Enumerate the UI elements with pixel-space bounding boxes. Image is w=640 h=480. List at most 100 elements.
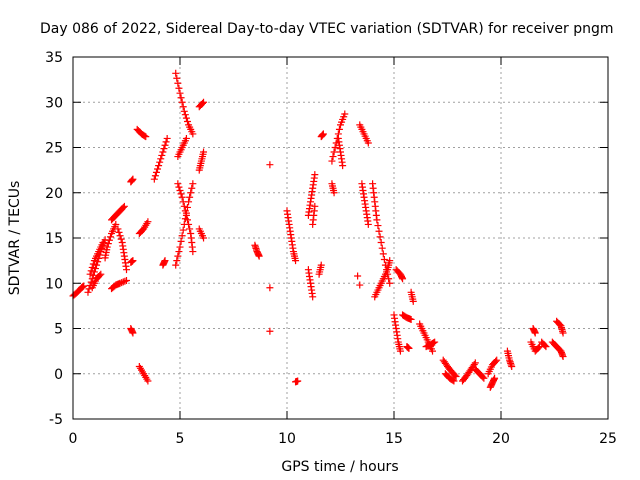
data-point bbox=[144, 377, 152, 385]
data-point bbox=[311, 202, 319, 210]
data-point bbox=[141, 132, 149, 140]
data-point bbox=[86, 270, 94, 278]
data-point bbox=[266, 284, 274, 292]
y-tick-label: 0 bbox=[54, 367, 63, 383]
data-point bbox=[364, 139, 372, 147]
data-point bbox=[154, 165, 162, 173]
data-point bbox=[121, 277, 129, 285]
data-point bbox=[559, 353, 567, 361]
data-point bbox=[452, 372, 460, 380]
data-point bbox=[120, 202, 128, 210]
data-point bbox=[93, 261, 101, 269]
data-point bbox=[451, 371, 459, 379]
data-point bbox=[174, 252, 182, 260]
x-tick-label: 0 bbox=[69, 431, 78, 447]
data-point bbox=[112, 220, 120, 228]
data-point bbox=[159, 148, 167, 156]
data-point bbox=[559, 329, 567, 337]
data-point bbox=[534, 344, 542, 352]
data-point bbox=[309, 293, 317, 301]
y-tick-label: 30 bbox=[45, 95, 63, 111]
data-point bbox=[185, 220, 193, 228]
data-point bbox=[172, 261, 180, 269]
data-point bbox=[156, 158, 164, 166]
y-tick-label: 25 bbox=[45, 141, 63, 157]
data-point bbox=[331, 144, 339, 151]
y-axis-ticks: -5 0 5 10 15 20 25 30 35 bbox=[45, 50, 608, 428]
data-point bbox=[407, 315, 415, 323]
data-point bbox=[89, 271, 97, 279]
y-tick-label: 35 bbox=[45, 50, 63, 66]
data-point bbox=[376, 233, 384, 241]
data-point bbox=[431, 338, 439, 346]
x-tick-label: 10 bbox=[278, 431, 296, 447]
data-point bbox=[541, 341, 549, 349]
data-point bbox=[150, 175, 158, 183]
data-point bbox=[200, 148, 208, 156]
y-tick-label: -5 bbox=[49, 412, 63, 428]
data-point bbox=[177, 190, 185, 198]
data-point bbox=[429, 347, 437, 355]
data-point bbox=[163, 134, 171, 142]
data-point bbox=[104, 240, 112, 248]
data-point bbox=[179, 226, 187, 234]
x-tick-label: 15 bbox=[385, 431, 403, 447]
data-point bbox=[200, 98, 208, 106]
data-point bbox=[356, 281, 364, 289]
data-point bbox=[374, 222, 382, 230]
data-point bbox=[177, 237, 185, 245]
data-point bbox=[471, 359, 479, 367]
data-point bbox=[379, 250, 387, 258]
y-tick-label: 20 bbox=[45, 186, 63, 202]
data-point bbox=[186, 225, 194, 233]
data-point bbox=[405, 344, 413, 352]
data-point bbox=[189, 180, 197, 188]
data-point bbox=[142, 133, 150, 141]
data-point bbox=[116, 232, 124, 240]
data-point bbox=[176, 89, 184, 97]
y-tick-label: 5 bbox=[54, 322, 63, 338]
data-point bbox=[399, 275, 407, 283]
data-point bbox=[88, 263, 96, 271]
data-point bbox=[335, 125, 343, 133]
data-point bbox=[123, 266, 130, 274]
data-point bbox=[183, 117, 191, 125]
x-tick-label: 25 bbox=[599, 431, 617, 447]
data-point bbox=[114, 225, 122, 233]
data-point bbox=[492, 357, 500, 365]
data-point bbox=[178, 193, 186, 201]
data-point bbox=[157, 155, 165, 163]
y-tick-label: 15 bbox=[45, 231, 63, 247]
data-point bbox=[255, 252, 263, 260]
data-point bbox=[80, 282, 88, 290]
data-point bbox=[172, 69, 180, 77]
data-point bbox=[116, 279, 124, 287]
data-point bbox=[180, 107, 188, 115]
data-point bbox=[91, 265, 99, 273]
data-point bbox=[311, 171, 319, 179]
data-point bbox=[180, 202, 188, 210]
data-point bbox=[319, 130, 327, 138]
data-point bbox=[186, 193, 194, 201]
data-point bbox=[90, 268, 98, 276]
data-point bbox=[117, 235, 125, 243]
data-point bbox=[294, 377, 302, 385]
data-point bbox=[430, 339, 438, 347]
data-point bbox=[378, 244, 386, 252]
x-tick-label: 5 bbox=[176, 431, 185, 447]
data-point bbox=[178, 98, 186, 106]
data-point bbox=[96, 271, 104, 279]
data-point bbox=[396, 347, 404, 355]
data-point bbox=[198, 99, 206, 107]
data-point bbox=[89, 260, 97, 268]
data-point bbox=[177, 94, 185, 102]
data-point bbox=[182, 134, 190, 142]
data-point bbox=[179, 198, 187, 206]
grid-lines bbox=[73, 57, 608, 419]
data-point bbox=[536, 343, 544, 351]
data-point bbox=[330, 189, 338, 197]
data-point bbox=[341, 110, 349, 118]
data-point bbox=[470, 360, 478, 368]
data-points bbox=[69, 69, 567, 391]
data-point bbox=[531, 329, 539, 337]
